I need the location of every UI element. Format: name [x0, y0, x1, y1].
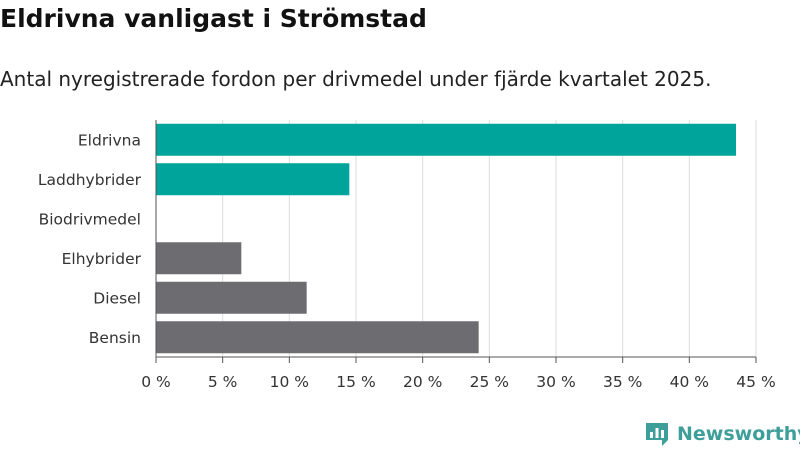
category-label: Elhybrider	[62, 250, 142, 268]
x-tick-label: 20 %	[403, 373, 442, 391]
category-label: Biodrivmedel	[39, 210, 141, 228]
x-tick-label: 10 %	[270, 373, 309, 391]
x-tick-label: 0 %	[141, 373, 171, 391]
x-tick-label: 15 %	[336, 373, 375, 391]
x-tick-label: 25 %	[470, 373, 509, 391]
category-label: Laddhybrider	[38, 171, 142, 189]
category-label: Bensin	[89, 329, 141, 347]
bar-laddhybrider	[156, 163, 350, 196]
x-tick-label: 45 %	[736, 373, 775, 391]
bar-elhybrider	[156, 242, 242, 275]
grid-lines	[155, 120, 757, 357]
x-tick-label: 5 %	[208, 373, 238, 391]
x-tick-label: 30 %	[536, 373, 575, 391]
chart-subtitle: Antal nyregistrerade fordon per drivmede…	[0, 67, 712, 91]
category-label: Eldrivna	[78, 131, 141, 149]
category-label: Diesel	[93, 289, 141, 307]
chart-title: Eldrivna vanligast i Strömstad	[0, 4, 427, 33]
x-tick-label: 40 %	[670, 373, 709, 391]
bar-eldrivna	[156, 123, 736, 156]
x-tick-label: 35 %	[603, 373, 642, 391]
brand-name: Newsworthy	[677, 423, 800, 445]
bar-diesel	[156, 281, 307, 314]
newsworthy-logo: Newsworthy	[644, 420, 800, 448]
bar-bensin	[156, 321, 479, 354]
bars	[156, 123, 736, 354]
category-labels: Eldrivna Laddhybrider Biodrivmedel Elhybrid…	[38, 131, 142, 347]
x-axis: 0 % 5 % 10 % 15 % 20 % 25 % 30 % 35 % 40 % 45 %	[141, 120, 776, 391]
bar-chart-logo-icon	[646, 423, 668, 446]
